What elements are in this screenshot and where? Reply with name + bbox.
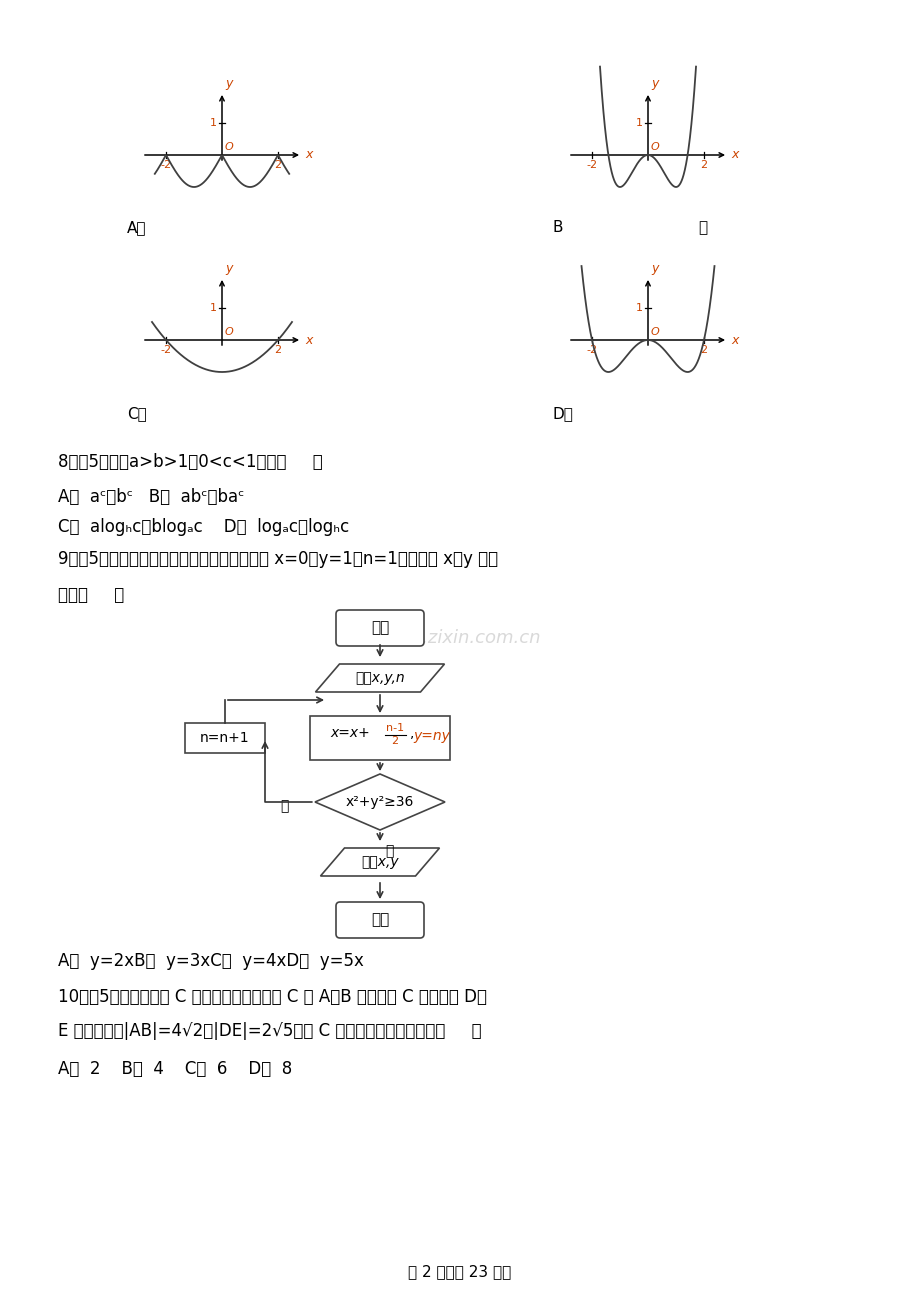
Text: x=x+: x=x+ <box>330 727 369 740</box>
Text: 开始: 开始 <box>370 621 389 635</box>
Text: x: x <box>305 148 312 161</box>
Text: O: O <box>225 327 233 337</box>
Text: 结束: 结束 <box>370 913 389 927</box>
Text: A．: A． <box>127 220 146 234</box>
Text: n=n+1: n=n+1 <box>200 730 250 745</box>
Text: x: x <box>731 333 738 346</box>
Text: x: x <box>305 333 312 346</box>
Text: B: B <box>552 220 562 234</box>
Text: y: y <box>651 262 658 275</box>
Text: y: y <box>651 77 658 90</box>
Text: -2: -2 <box>585 345 597 355</box>
FancyBboxPatch shape <box>335 902 424 937</box>
Text: 1: 1 <box>635 303 642 312</box>
Text: A．  aᶜ＜bᶜ   B．  abᶜ＜baᶜ: A． aᶜ＜bᶜ B． abᶜ＜baᶜ <box>58 488 244 506</box>
Text: A．  2    B．  4    C．  6    D．  8: A． 2 B． 4 C． 6 D． 8 <box>58 1060 292 1078</box>
Text: ．: ． <box>698 220 707 234</box>
Text: 满足（     ）: 满足（ ） <box>58 586 124 604</box>
Text: 10．（5分）以抛物线 C 的顶点为圆心的圆交 C 于 A、B 两点，交 C 的准线于 D、: 10．（5分）以抛物线 C 的顶点为圆心的圆交 C 于 A、B 两点，交 C 的… <box>58 988 486 1006</box>
Bar <box>310 716 449 760</box>
Polygon shape <box>315 664 444 691</box>
Text: ,: , <box>409 727 414 740</box>
Bar <box>185 723 265 753</box>
Text: O: O <box>225 142 233 152</box>
Polygon shape <box>314 773 445 829</box>
Text: n-1: n-1 <box>385 723 403 733</box>
Text: 2: 2 <box>391 736 398 746</box>
Text: 2: 2 <box>699 160 707 171</box>
Text: 输入x,y,n: 输入x,y,n <box>355 671 404 685</box>
Text: 8．（5分）若a>b>1，0<c<1，则（     ）: 8．（5分）若a>b>1，0<c<1，则（ ） <box>58 453 323 471</box>
Text: A．  y=2xB．  y=3xC．  y=4xD．  y=5x: A． y=2xB． y=3xC． y=4xD． y=5x <box>58 952 364 970</box>
Text: 2: 2 <box>699 345 707 355</box>
Text: x: x <box>731 148 738 161</box>
Text: x²+y²≥36: x²+y²≥36 <box>346 796 414 809</box>
Text: 输出x,y: 输出x,y <box>361 855 398 868</box>
Text: www.zixin.com.cn: www.zixin.com.cn <box>379 629 540 647</box>
Text: y: y <box>225 262 233 275</box>
Text: C．  alogₕc＜blogₐc    D．  logₐc＜logₕc: C． alogₕc＜blogₐc D． logₐc＜logₕc <box>58 518 349 536</box>
Text: E 两点．已知|AB|=4√2，|DE|=2√5，则 C 的焦点到准线的距离为（     ）: E 两点．已知|AB|=4√2，|DE|=2√5，则 C 的焦点到准线的距离为（… <box>58 1022 482 1040</box>
Text: 2: 2 <box>274 160 281 171</box>
Text: 否: 否 <box>279 799 288 812</box>
Text: O: O <box>651 142 659 152</box>
Text: 2: 2 <box>274 345 281 355</box>
Text: -2: -2 <box>160 160 171 171</box>
Text: -2: -2 <box>585 160 597 171</box>
Text: O: O <box>651 327 659 337</box>
Text: D．: D． <box>552 406 573 421</box>
Text: 1: 1 <box>210 118 217 128</box>
Text: 是: 是 <box>384 844 393 858</box>
Text: y=ny: y=ny <box>414 729 450 743</box>
Text: 第 2 页（共 23 页）: 第 2 页（共 23 页） <box>408 1264 511 1280</box>
Text: y: y <box>225 77 233 90</box>
Text: C．: C． <box>127 406 147 421</box>
Text: 1: 1 <box>210 303 217 312</box>
FancyBboxPatch shape <box>335 611 424 646</box>
Text: 9．（5分）执行下面的程序框图，如果输入的 x=0，y=1，n=1，则输出 x，y 的值: 9．（5分）执行下面的程序框图，如果输入的 x=0，y=1，n=1，则输出 x，… <box>58 549 497 568</box>
Text: -2: -2 <box>160 345 171 355</box>
Polygon shape <box>320 848 439 876</box>
Text: 1: 1 <box>635 118 642 128</box>
